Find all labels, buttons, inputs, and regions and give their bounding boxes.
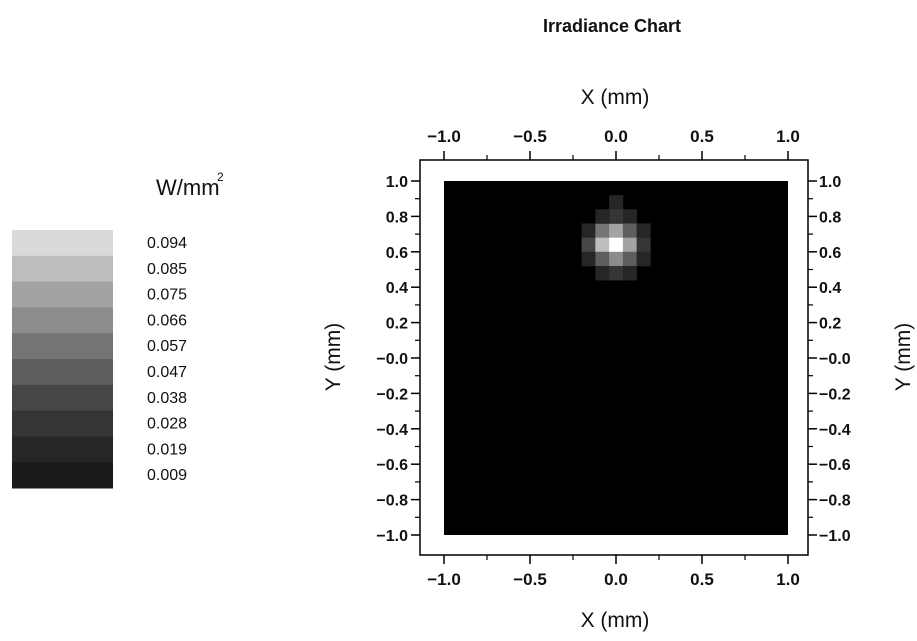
heatmap-cell (622, 251, 637, 267)
y-tick-label-left: 0.6 (386, 245, 408, 262)
axis-ticks: −1.0 −1.0 −0.5 −0.5 0.0 0.0 0.5 0.5 1.0 1.0 1.0 1.0… (376, 127, 850, 589)
colorbar-unit-label: W/mm 2 (156, 170, 224, 200)
heatmap-cell (609, 209, 624, 224)
colorbar-level-label: 0.019 (147, 441, 187, 458)
colorbar-level-label: 0.038 (147, 390, 187, 407)
x-tick-label-bottom: 0.5 (690, 570, 714, 589)
colorbar-swatch (12, 436, 113, 463)
heatmap-cell (609, 237, 624, 253)
y-tick-label-right: 0.8 (819, 209, 841, 226)
y-tick-label-left: 0.4 (386, 280, 408, 297)
colorbar-level-label: 0.094 (147, 235, 187, 252)
colorbar-swatch (12, 384, 113, 412)
colorbar-unit-superscript: 2 (217, 170, 224, 184)
y-tick-label-left: −0.4 (376, 422, 408, 439)
x-tick-label-top: −1.0 (427, 127, 461, 146)
heatmap-cell (595, 237, 610, 253)
colorbar-level-label: 0.047 (147, 364, 187, 381)
heatmap-cell (609, 251, 624, 267)
y-tick-label-left: 0.8 (386, 209, 408, 226)
heatmap-cell (622, 223, 637, 238)
heatmap-cell (581, 251, 596, 267)
x-tick-label-top: 0.0 (604, 127, 628, 146)
heatmap-cell (636, 237, 651, 253)
heatmap-cell (595, 265, 610, 281)
y-tick-label-right: −0.0 (819, 351, 851, 368)
y-tick-label-left: 1.0 (386, 174, 408, 191)
x-tick-label-bottom: 1.0 (776, 570, 800, 589)
y-tick-label-right: 0.4 (819, 280, 841, 297)
x-tick-label-top: 1.0 (776, 127, 800, 146)
y-tick-label-right: −0.2 (819, 386, 851, 403)
colorbar-swatch (12, 281, 113, 308)
y-tick-label-right: −1.0 (819, 528, 851, 545)
colorbar-level-label: 0.009 (147, 467, 187, 484)
heatmap-cell (622, 237, 637, 253)
colorbar-swatch (12, 359, 113, 386)
x-tick-label-bottom: 0.0 (604, 570, 628, 589)
colorbar-level-label: 0.057 (147, 338, 187, 355)
colorbar-level-label: 0.066 (147, 312, 187, 329)
colorbar-level-label: 0.028 (147, 416, 187, 433)
colorbar-swatch (12, 230, 113, 257)
heatmap-cells (581, 195, 651, 281)
heatmap-cell (609, 195, 624, 210)
colorbar: 0.094 0.085 0.075 0.066 0.057 0.047 0.038 0.028… (12, 230, 187, 489)
colorbar-swatch (12, 462, 113, 489)
x-axis-label-bottom: X (mm) (581, 609, 650, 632)
y-tick-label-left: −0.6 (376, 457, 408, 474)
y-tick-label-left: −0.8 (376, 493, 408, 510)
y-tick-label-right: 1.0 (819, 174, 841, 191)
y-axis-label-left: Y (mm) (322, 323, 345, 391)
colorbar-swatch (12, 255, 113, 283)
colorbar-level-label: 0.085 (147, 261, 187, 278)
x-tick-label-bottom: −1.0 (427, 570, 461, 589)
y-tick-label-right: −0.6 (819, 457, 851, 474)
y-tick-label-left: −0.0 (376, 351, 408, 368)
heatmap-cell (595, 209, 610, 224)
heatmap-cell (595, 223, 610, 238)
heatmap-cell (636, 251, 651, 267)
heatmap-cell (581, 223, 596, 238)
x-axis-label-top: X (mm) (581, 86, 650, 109)
x-tick-label-top: −0.5 (513, 127, 547, 146)
colorbar-swatch (12, 333, 113, 360)
heatmap-cell (636, 223, 651, 238)
heatmap-cell (581, 237, 596, 253)
y-tick-label-right: −0.4 (819, 422, 851, 439)
heatmap-cell (622, 209, 637, 224)
y-tick-label-right: 0.6 (819, 245, 841, 262)
y-tick-label-left: −0.2 (376, 386, 408, 403)
y-tick-label-right: −0.8 (819, 493, 851, 510)
x-tick-label-top: 0.5 (690, 127, 714, 146)
chart-title: Irradiance Chart (543, 16, 681, 36)
heatmap-cell (609, 223, 624, 238)
heatmap-cell (595, 251, 610, 267)
y-axis-label-right: Y (mm) (892, 323, 915, 391)
y-tick-label-right: 0.2 (819, 316, 841, 333)
colorbar-unit-text: W/mm (156, 175, 220, 200)
colorbar-level-label: 0.075 (147, 287, 187, 304)
x-tick-label-bottom: −0.5 (513, 570, 547, 589)
heatmap-cell (609, 265, 624, 281)
heatmap-cell (622, 265, 637, 281)
y-tick-label-left: −1.0 (376, 528, 408, 545)
colorbar-swatch (12, 410, 113, 437)
y-tick-label-left: 0.2 (386, 316, 408, 333)
colorbar-swatch (12, 307, 113, 334)
